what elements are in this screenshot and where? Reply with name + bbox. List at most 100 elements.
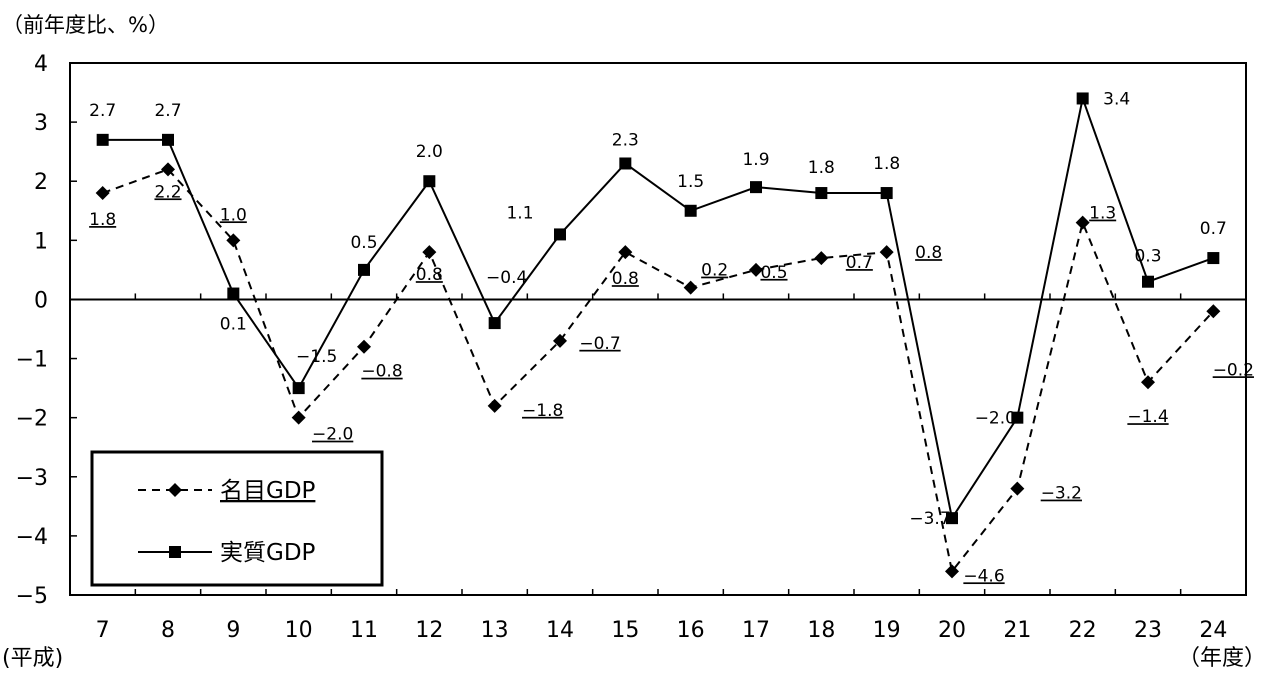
real-gdp-point (619, 157, 632, 170)
nominal-gdp-point (95, 186, 110, 201)
nominal-gdp-data-label: 2.2 (154, 182, 181, 202)
real-gdp-point (423, 175, 436, 188)
legend-square-marker (169, 546, 181, 558)
nominal-gdp-data-label: −0.2 (1213, 360, 1254, 380)
x-tick-label: 22 (1069, 618, 1097, 643)
nominal-gdp-data-label: 0.8 (612, 269, 639, 289)
x-tick-label: 20 (938, 618, 966, 643)
y-tick-label: −1 (16, 348, 48, 373)
real-gdp-data-label: 3.4 (1103, 89, 1130, 109)
x-tick-label: 23 (1134, 618, 1162, 643)
nominal-gdp-data-label: −1.4 (1127, 407, 1168, 427)
nominal-gdp-point (553, 333, 567, 348)
legend-box (90, 450, 384, 587)
real-gdp-point (554, 228, 566, 241)
real-gdp-point (96, 133, 109, 146)
real-gdp-data-label: 2.0 (416, 142, 443, 162)
real-gdp-data-label: 1.8 (873, 154, 900, 174)
real-gdp-data-label: −0.4 (486, 268, 527, 288)
x-tick-label: 15 (611, 618, 639, 643)
y-tick-label: −2 (16, 407, 48, 432)
nominal-gdp-data-label: −0.7 (579, 334, 620, 354)
x-tick-label: 7 (96, 618, 110, 643)
real-gdp-line (102, 94, 1214, 521)
real-gdp-data-label: 0.3 (1134, 247, 1161, 267)
nominal-gdp-point (291, 410, 306, 425)
nominal-gdp-line (102, 168, 1215, 574)
nominal-gdp-data-label: −0.8 (361, 362, 402, 382)
real-gdp-data-label: 2.3 (612, 130, 639, 150)
y-unit-label: （前年度比、%） (2, 13, 169, 37)
real-gdp-data-label: −3.7 (909, 509, 950, 529)
x-tick-label: 13 (481, 618, 509, 643)
nominal-gdp-point (487, 398, 502, 413)
nominal-gdp-point (1075, 215, 1090, 230)
real-gdp-point (1011, 411, 1024, 424)
real-gdp-point (358, 263, 370, 276)
nominal-gdp-data-label: −3.2 (1041, 484, 1082, 504)
nominal-gdp-data-label: 0.5 (760, 263, 787, 283)
x-tick-label: 8 (161, 618, 175, 643)
nominal-gdp-point (683, 280, 698, 295)
nominal-gdp-data-label: 1.8 (89, 210, 116, 230)
nominal-gdp-data-label: −1.8 (522, 401, 563, 421)
x-tick-label: 10 (285, 618, 313, 643)
legend-label: 名目GDP (220, 478, 316, 504)
x-tick-label: 11 (350, 618, 378, 643)
real-gdp-point (750, 181, 762, 194)
nominal-gdp-data-label: −4.6 (963, 566, 1004, 586)
nominal-gdp-point (814, 251, 829, 266)
nominal-gdp-data-label: −2.0 (312, 425, 353, 445)
nominal-gdp-point (226, 233, 241, 248)
real-gdp-data-label: 0.1 (220, 315, 247, 335)
real-gdp-data-label: 1.9 (742, 150, 769, 170)
real-gdp-data-label: 0.5 (350, 233, 377, 253)
nominal-gdp-point (618, 245, 633, 260)
nominal-gdp-point (1206, 304, 1221, 319)
nominal-gdp-data-label: 0.2 (701, 261, 728, 281)
nominal-gdp-data-label: 1.3 (1089, 204, 1116, 224)
x-tick-label: 16 (677, 618, 705, 643)
nominal-gdp-point (357, 339, 371, 354)
legend-diamond-marker (168, 483, 182, 497)
x-tick-label: 21 (1003, 618, 1031, 643)
real-gdp-point (880, 187, 893, 200)
y-tick-label: 3 (34, 111, 48, 136)
real-gdp-data-label: 1.8 (808, 158, 835, 178)
real-gdp-data-label: 1.5 (677, 172, 704, 192)
legend-items: 名目GDP 実質GDP (138, 478, 316, 566)
real-gdp-data-label: 2.7 (89, 101, 116, 121)
nominal-gdp-point (945, 564, 959, 579)
nominal-gdp-point (1141, 375, 1155, 390)
real-gdp-point (684, 204, 697, 217)
real-gdp-point (815, 187, 828, 200)
y-tick-label: −4 (16, 525, 48, 550)
x-tick-label: 12 (415, 618, 443, 643)
y-tick-label: −5 (16, 584, 48, 609)
real-gdp-point (1142, 275, 1154, 288)
legend: 名目GDP 実質GDP (90, 450, 384, 587)
y-tick-label: 4 (34, 52, 48, 77)
real-gdp-data-label: −2.0 (975, 409, 1016, 429)
real-gdp-data-label: 0.7 (1200, 219, 1227, 239)
x-tick-label: 19 (873, 618, 901, 643)
real-gdp-point (1076, 92, 1089, 105)
real-gdp-data-label: 1.1 (506, 203, 533, 223)
x-unit-label: （年度） (1178, 646, 1266, 671)
real-gdp-data-label: −1.5 (296, 347, 337, 367)
nominal-gdp-data-label: 0.8 (416, 265, 443, 285)
real-gdp-point (488, 317, 501, 330)
real-gdp-point (162, 133, 174, 146)
nominal-gdp-data-label: 0.8 (915, 243, 942, 263)
x-tick-label: 14 (546, 618, 574, 643)
real-gdp-data-label: 2.7 (154, 101, 181, 121)
nominal-gdp-data-label: 0.7 (846, 253, 873, 273)
x-tick-label: 9 (226, 618, 240, 643)
x-tick-label: 18 (807, 618, 835, 643)
nominal-gdp-point (422, 245, 437, 260)
data-labels: 1.8 2.2 1.0 −2.0 −0.8 0.8 −1.8 −0.7 0.8 0.2 0.5 0.7… (89, 89, 1254, 586)
real-gdp-point (946, 512, 958, 525)
x-era-label: (平成) (2, 646, 63, 671)
y-tick-label: 1 (34, 229, 48, 254)
